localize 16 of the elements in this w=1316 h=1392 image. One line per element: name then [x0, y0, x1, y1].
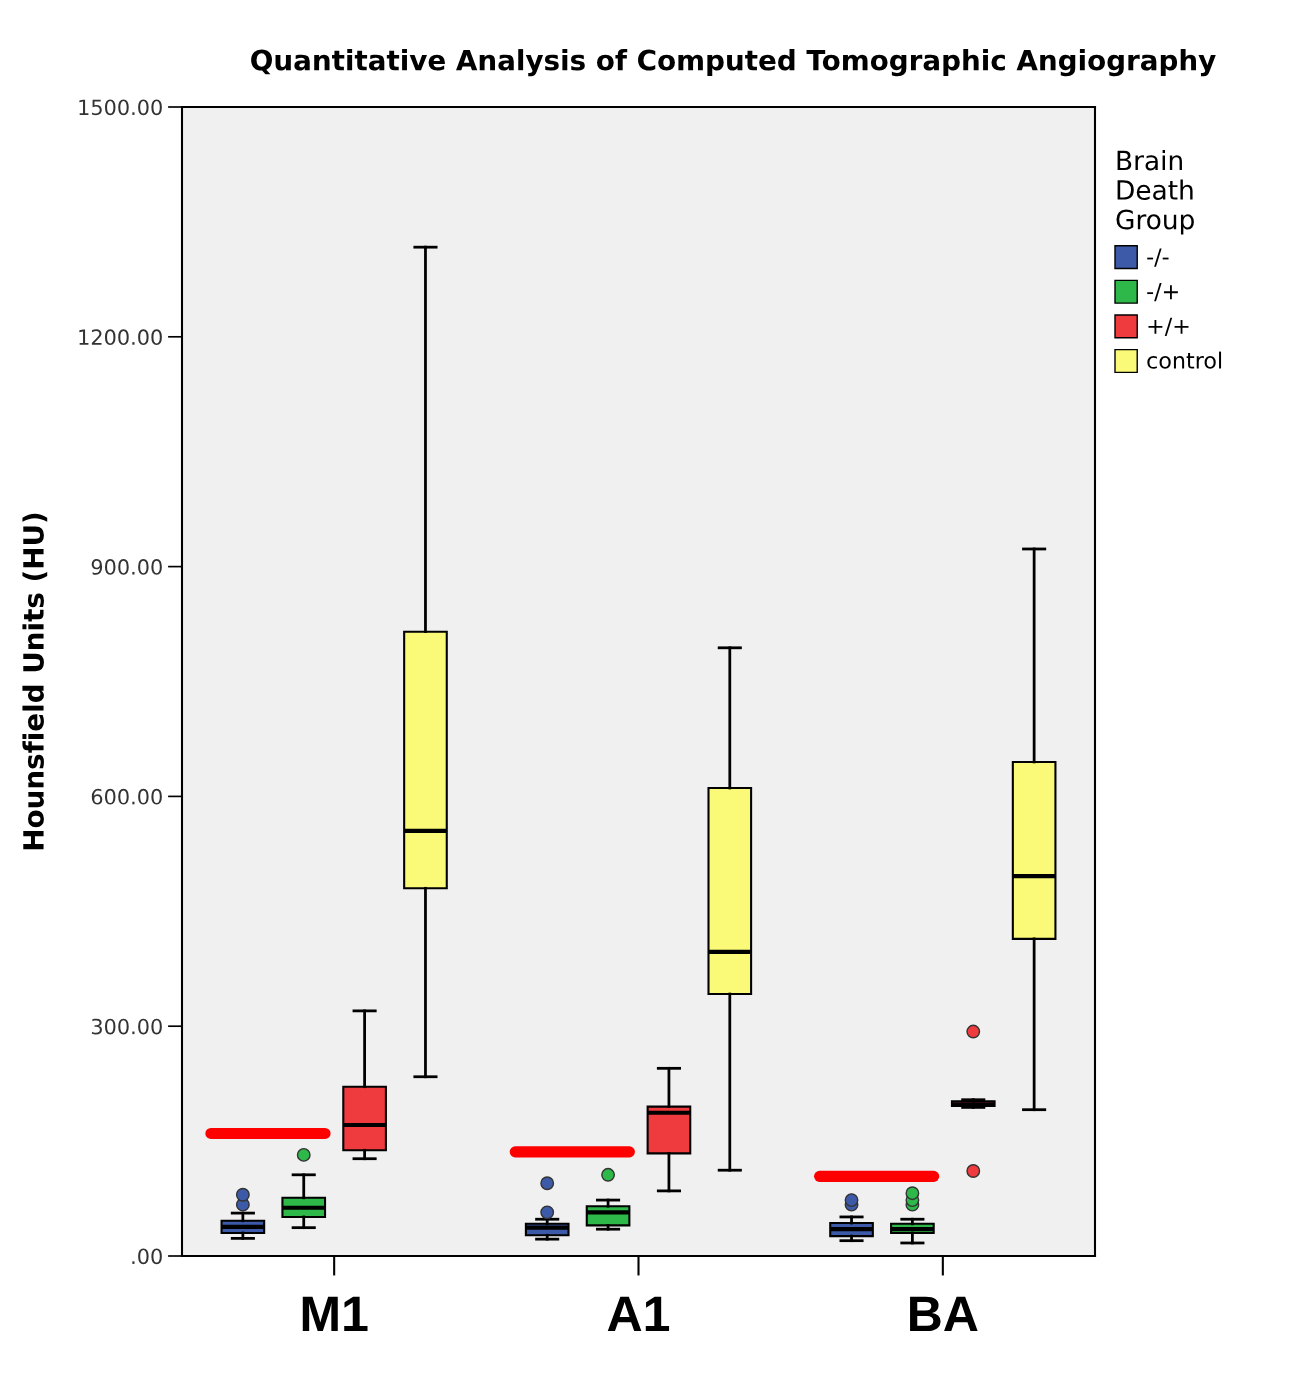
legend-label: control	[1147, 351, 1222, 369]
legend-label: -/-	[1147, 248, 1169, 267]
y-tick-label: 300.00	[91, 1018, 162, 1035]
y-axis-title: Hounsfield Units (HU)	[22, 513, 48, 850]
y-tick-label: 1500.00	[79, 99, 162, 116]
legend-label: +/+	[1148, 317, 1189, 336]
y-tick-label: 1200.00	[79, 329, 162, 346]
x-tick-label: M1	[302, 1296, 368, 1332]
x-tick-label: BA	[910, 1296, 978, 1332]
legend-label: -/+	[1147, 283, 1178, 302]
legend-title: Brain Death Group	[1116, 149, 1194, 235]
x-tick-label: A1	[607, 1296, 670, 1332]
chart-title: Quantitative Analysis of Computed Tomographic Angiography	[251, 49, 1216, 77]
y-tick-label: 900.00	[91, 559, 162, 575]
y-tick-label: 600.00	[91, 788, 162, 805]
y-tick-label: .00	[132, 1248, 162, 1265]
